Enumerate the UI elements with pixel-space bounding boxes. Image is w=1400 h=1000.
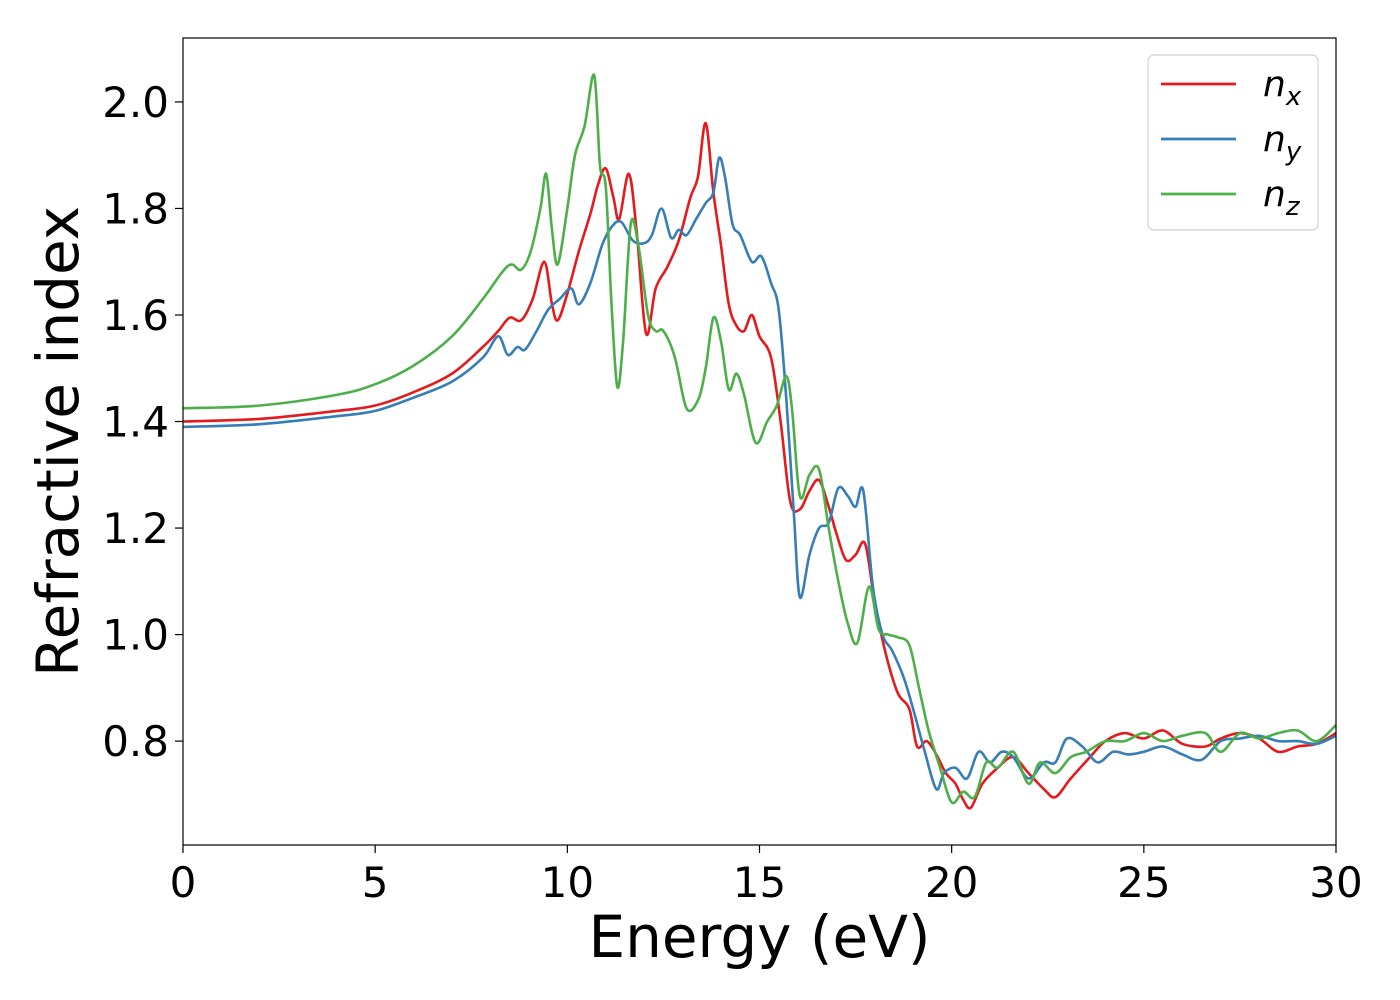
series-line-n-x <box>183 121 1336 810</box>
legend-label-base: n <box>1263 174 1286 215</box>
series-line-n-y <box>183 156 1336 791</box>
legend-label-z: nz <box>1263 174 1301 222</box>
legend-box <box>1147 54 1319 231</box>
legend-label-base: n <box>1263 119 1286 160</box>
y-tick-label: 1.0 <box>102 611 169 660</box>
legend-label-x: nx <box>1263 64 1302 112</box>
y-axis-title: Refractive index <box>24 206 92 677</box>
x-axis: 0 5 10 15 20 25 30 <box>170 845 1363 907</box>
series-line-n-z <box>183 73 1336 805</box>
y-tick-label: 1.2 <box>102 504 169 553</box>
legend-label-subscript: y <box>1285 137 1302 167</box>
series-layer <box>183 73 1336 810</box>
x-tick-label: 20 <box>925 858 978 907</box>
y-tick-label: 1.8 <box>102 184 169 233</box>
x-tick-label: 5 <box>362 858 389 907</box>
x-tick-label: 30 <box>1309 858 1362 907</box>
y-tick-label: 1.6 <box>102 291 169 340</box>
x-tick-label: 10 <box>541 858 594 907</box>
x-tick-label: 25 <box>1117 858 1170 907</box>
legend-label-subscript: x <box>1285 82 1302 112</box>
legend-label-base: n <box>1263 64 1286 105</box>
y-tick-label: 1.4 <box>102 398 169 447</box>
legend-label-subscript: z <box>1285 192 1301 222</box>
x-tick-label: 15 <box>733 858 786 907</box>
x-tick-label: 0 <box>170 858 197 907</box>
y-tick-label: 2.0 <box>102 78 169 127</box>
legend-label-y: ny <box>1263 119 1302 167</box>
x-axis-title: Energy (eV) <box>588 903 930 971</box>
y-tick-label: 0.8 <box>102 717 169 766</box>
y-axis: 0.8 1.0 1.2 1.4 1.6 1.8 2.0 <box>102 78 183 766</box>
